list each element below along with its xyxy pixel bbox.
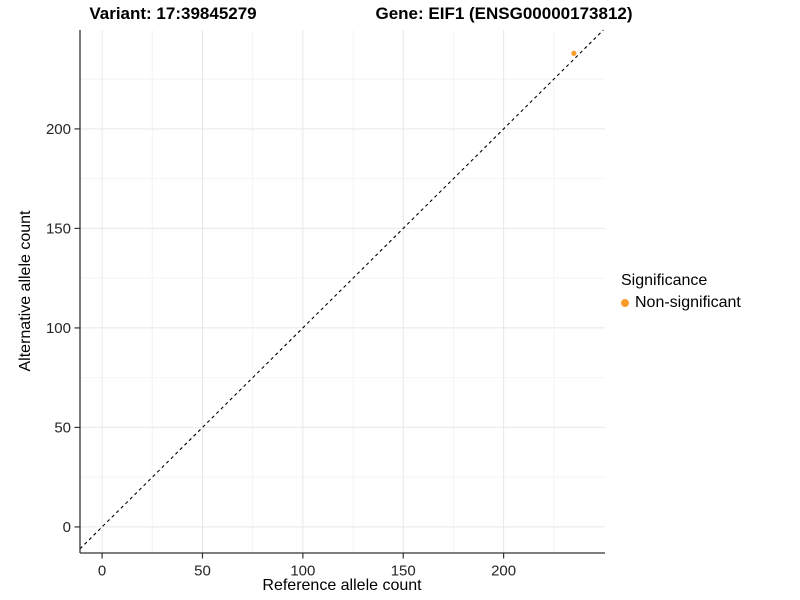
plot-title-variant: Variant: 17:39845279 <box>89 4 257 23</box>
y-tick-label: 100 <box>46 320 71 337</box>
x-tick-label: 100 <box>290 563 315 580</box>
y-tick-label: 150 <box>46 220 71 237</box>
identity-line <box>79 29 604 550</box>
x-tick-label: 150 <box>391 563 416 580</box>
y-axis-label: Alternative allele count <box>17 210 34 372</box>
y-tick-label: 200 <box>46 121 71 138</box>
legend-point-icon <box>621 299 629 307</box>
legend-title: Significance <box>621 272 708 289</box>
y-tick-label: 0 <box>63 519 71 536</box>
y-tick-label: 50 <box>54 419 71 436</box>
legend-item-label: Non-significant <box>635 294 741 311</box>
x-tick-label: 200 <box>491 563 516 580</box>
x-tick-label: 50 <box>194 563 211 580</box>
data-point <box>571 50 577 56</box>
legend-item: Non-significant <box>621 294 741 312</box>
plot-title-gene: Gene: EIF1 (ENSG00000173812) <box>375 4 633 23</box>
legend: Significance Non-significant <box>621 272 741 312</box>
x-axis-label: Reference allele count <box>262 577 422 594</box>
x-tick-label: 0 <box>98 563 106 580</box>
